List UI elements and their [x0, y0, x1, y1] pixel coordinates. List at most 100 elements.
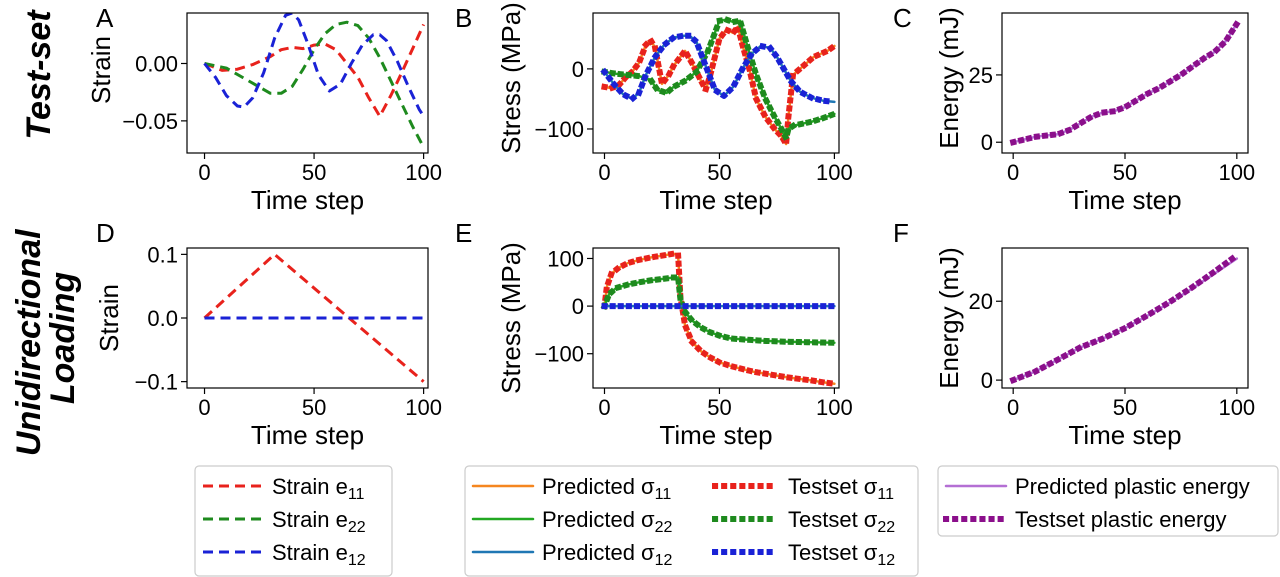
panel-letter: E	[455, 218, 472, 248]
x-tick-label: 50	[1113, 395, 1137, 420]
y-tick-label: −100	[534, 117, 584, 142]
x-axis-label: Time step	[251, 420, 364, 450]
series-line	[600, 32, 838, 106]
x-tick-label: 100	[405, 395, 442, 420]
legend-box	[194, 465, 393, 577]
x-axis-label: Time step	[1068, 420, 1181, 450]
legend-subscript: 22	[877, 519, 895, 536]
series-line	[203, 252, 425, 383]
panel-e: E 0 50 100 100 0 −100 Time step Stress (MPa)	[455, 218, 853, 450]
legend-subscript: 11	[877, 486, 894, 503]
series-line	[600, 274, 838, 346]
series-group	[1009, 19, 1241, 146]
legend-label: Predicted σ12	[542, 540, 673, 569]
series-line	[204, 20, 425, 148]
panel-letter: A	[96, 3, 114, 33]
series-group	[203, 252, 425, 383]
x-tick-label: 0	[598, 395, 610, 420]
row-label-test-set: Test-set	[20, 9, 58, 140]
x-axis-label: Time step	[1068, 185, 1181, 215]
y-axis-label: Strain	[86, 36, 116, 104]
y-axis-label: Energy (mJ)	[934, 7, 964, 149]
legend-label: Testset σ11	[788, 474, 894, 503]
x-tick-label: 100	[816, 160, 853, 185]
x-tick-label: 50	[707, 160, 731, 185]
y-axis-label: Strain	[94, 284, 124, 352]
x-axis-label: Time step	[659, 185, 772, 215]
series-line	[601, 23, 839, 147]
axes-frame	[1001, 12, 1249, 154]
series-group	[600, 16, 839, 147]
legend-label: Predicted σ11	[542, 474, 671, 503]
legend-box	[464, 465, 919, 577]
panel-letter: D	[96, 218, 115, 248]
legend-box	[937, 465, 1279, 537]
y-tick-label: 0.00	[135, 51, 178, 76]
x-tick-label: 100	[816, 395, 853, 420]
legend-3: Predicted plastic energy Testset plastic …	[937, 465, 1279, 537]
x-tick-label: 0	[598, 160, 610, 185]
y-tick-label: −0.05	[122, 109, 178, 134]
x-tick-label: 50	[707, 395, 731, 420]
panel-letter: C	[893, 3, 912, 33]
legend-subscript: 11	[655, 486, 672, 503]
y-axis-label: Energy (mJ)	[934, 247, 964, 389]
y-tick-label: 0	[572, 294, 584, 319]
series-line	[203, 13, 425, 118]
series-line	[1011, 22, 1239, 144]
panel-letter: B	[455, 3, 472, 33]
panel-d: D 0 50 100 0.1 0.0 −0.1 Time step Strain	[94, 218, 442, 450]
legend-subscript: 12	[877, 552, 895, 569]
series-line	[1009, 254, 1237, 384]
legend-subscript: 22	[655, 519, 673, 536]
row-label-unidirectional: Unidirectional Loading	[10, 220, 82, 456]
panel-b: B 0 50 100 0 −100 Time step Stress (MPa)	[455, 2, 853, 215]
row-label-unidirectional-line2: Loading	[44, 272, 82, 404]
row-label-unidirectional-line1: Unidirectional	[10, 228, 48, 456]
panel-a: A 0 50 100 0.00 −0.05 Time step Strain	[86, 3, 442, 215]
y-tick-label: 25	[969, 63, 993, 88]
legend-2: Predicted σ11 Predicted σ22 Predicted σ12 T…	[464, 465, 919, 577]
axes-frame	[592, 12, 840, 154]
legend-label: Predicted plastic energy	[1015, 474, 1250, 499]
x-axis-label: Time step	[251, 185, 364, 215]
y-tick-label: 100	[547, 246, 584, 271]
series-line	[1009, 19, 1241, 146]
x-tick-label: 50	[1113, 160, 1137, 185]
series-group	[203, 13, 425, 148]
panel-f: F 0 50 100 0 20 Time step Energy (mJ)	[893, 218, 1255, 450]
y-tick-label: 0	[572, 57, 584, 82]
axes-frame	[186, 12, 429, 154]
y-tick-label: 20	[969, 289, 993, 314]
panel-c: C 0 50 100 0 25 Time step Energy (mJ)	[893, 3, 1255, 215]
legend-subscript: 12	[348, 552, 366, 569]
y-axis-label: Stress (MPa)	[496, 2, 526, 154]
x-axis-label: Time step	[659, 420, 772, 450]
y-tick-label: 0.1	[147, 242, 178, 267]
y-tick-label: −0.1	[135, 370, 178, 395]
series-group	[600, 250, 838, 388]
x-tick-label: 100	[1218, 160, 1255, 185]
series-group	[1009, 254, 1239, 384]
legend-label: Predicted σ22	[542, 507, 673, 536]
axes-frame	[1001, 247, 1249, 389]
panel-letter: F	[893, 218, 909, 248]
legend-subscript: 22	[348, 519, 366, 536]
y-tick-label: 0	[981, 130, 993, 155]
series-line	[601, 16, 839, 141]
y-axis-label: Stress (MPa)	[496, 242, 526, 394]
series-line	[203, 23, 425, 118]
legend-subscript: 11	[348, 486, 365, 503]
x-tick-label: 0	[198, 395, 210, 420]
x-tick-label: 0	[1007, 395, 1019, 420]
x-tick-label: 100	[405, 160, 442, 185]
y-tick-label: 0.0	[147, 306, 178, 331]
x-tick-label: 0	[1007, 160, 1019, 185]
y-tick-label: −100	[534, 342, 584, 367]
series-line	[601, 250, 838, 388]
axes-frame	[592, 247, 840, 389]
